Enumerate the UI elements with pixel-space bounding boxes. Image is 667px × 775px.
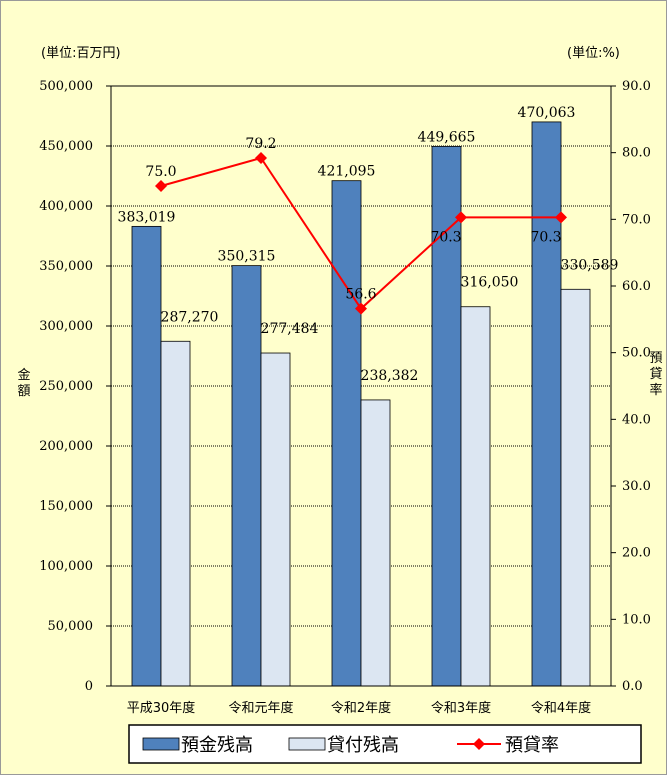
right-axis-title: 預貸率 [649,351,662,398]
ratio-marker [255,152,267,164]
data-label: 238,382 [361,368,419,384]
right-unit-label: (単位:%) [567,45,620,61]
right-axis-title-char: 率 [649,382,662,398]
left-tick-label: 350,000 [39,259,93,274]
legend-marker [473,738,485,750]
right-tick-label: 70.0 [622,212,651,227]
left-tick-label: 50,000 [48,619,94,634]
right-tick-label: 10.0 [622,612,651,627]
bar-deposit [431,146,462,687]
data-label: 383,019 [118,209,176,225]
data-label: 287,270 [161,309,219,325]
left-unit-label: (単位:百万円) [41,45,121,61]
bar-deposit [231,265,262,687]
legend-label: 預貸率 [505,735,559,756]
legend-label: 預金残高 [181,735,253,756]
line-layer [155,152,567,315]
right-tick-label: 30.0 [622,479,651,494]
left-tick-label: 200,000 [39,439,93,454]
legend: 預金残高 貸付残高 預貸率 [128,724,642,764]
left-tick-label: 450,000 [39,139,93,154]
left-axis-title-char: 金 [17,367,30,383]
left-tick-label: 150,000 [39,499,93,514]
ratio-marker [155,180,167,192]
data-label: 350,315 [218,249,276,265]
legend-swatch [288,737,326,751]
category-label: 令和元年度 [228,700,293,716]
bar-loan [160,340,191,687]
right-tick-label: 60.0 [622,279,651,294]
legend-label: 貸付残高 [327,735,399,756]
right-tick-label: 20.0 [622,546,651,561]
data-label: 330,589 [561,257,619,273]
ratio-marker [455,211,467,224]
ratio-label: 56.6 [345,287,376,303]
data-label: 316,050 [461,275,519,291]
ratio-label: 75.0 [145,164,176,180]
left-tick-label: 300,000 [39,319,93,334]
data-labels: 383,019 287,270 350,315 277,484 421,095 238,3… [118,105,619,384]
category-label: 令和3年度 [431,700,491,716]
right-tick-label: 90.0 [622,79,651,94]
bar-loan [460,306,491,687]
left-tick-label: 0 [85,679,93,694]
bar-loan [260,352,291,687]
data-label: 470,063 [518,105,576,121]
category-label: 令和4年度 [531,700,591,716]
bar-deposit [531,121,562,687]
ratio-label: 70.3 [530,229,561,245]
category-label: 令和2年度 [331,700,391,716]
left-axis-title-char: 額 [17,384,30,399]
data-label: 449,665 [418,129,476,145]
category-label: 平成30年度 [127,700,196,716]
right-tick-label: 50.0 [622,346,651,361]
bars-layer [131,121,591,687]
ratio-marker [555,211,567,224]
right-tick-label: 0.0 [622,679,643,694]
right-axis: 0.0 10.0 20.0 30.0 40.0 50.0 60.0 70.0 80.0 90.0 [611,79,651,694]
ratio-marker [355,302,367,315]
left-tick-label: 500,000 [39,79,93,94]
left-tick-label: 100,000 [39,559,93,574]
left-axis: 0 50,000 100,000 150,000 200,000 250,000 300,0… [39,79,111,694]
ratio-label: 79.2 [245,136,276,152]
right-tick-label: 40.0 [622,412,651,427]
data-label: 277,484 [261,321,319,337]
left-tick-label: 250,000 [39,379,93,394]
right-axis-title-char: 預 [649,351,662,366]
legend-swatch [142,737,180,751]
category-axis: 平成30年度 令和元年度 令和2年度 令和3年度 令和4年度 [127,700,591,716]
bar-deposit [331,180,362,687]
right-tick-label: 80.0 [622,146,651,161]
left-tick-label: 400,000 [39,199,93,214]
data-label: 421,095 [318,164,376,180]
bar-loan [360,399,391,687]
right-axis-title-char: 貸 [649,366,662,382]
bar-deposit [131,225,162,687]
left-axis-title: 金額 [17,367,30,399]
legend-box [128,724,642,764]
ratio-label: 70.3 [430,229,461,245]
bar-loan [560,288,591,687]
